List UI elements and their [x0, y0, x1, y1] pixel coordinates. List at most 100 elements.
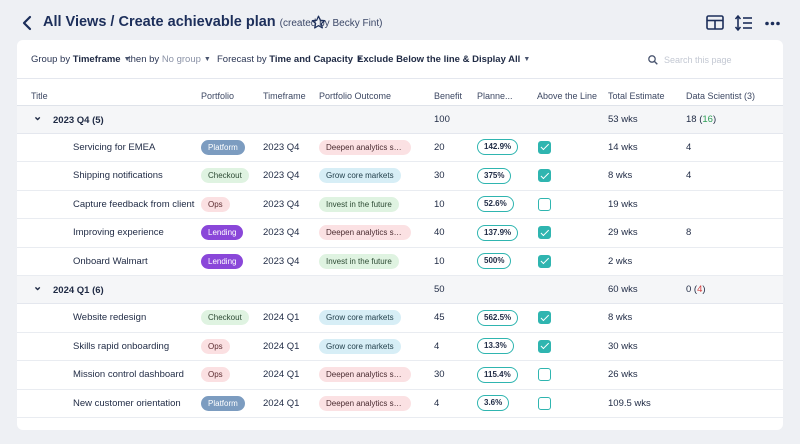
group-label: 2024 Q1 (6) [53, 285, 104, 296]
ds-paren-close: ) [712, 113, 717, 125]
col-benefit-header[interactable]: Benefit [434, 90, 463, 101]
group-by-prefix: Group by [31, 54, 71, 65]
table-row[interactable]: Onboard Walmart Lending 2023 Q4 Invest in t… [17, 247, 783, 276]
table-row[interactable]: Servicing for EMEA Platform 2023 Q4 Deepen … [17, 133, 783, 162]
group-by-dropdown[interactable]: Group by Timeframe ▼ [31, 54, 131, 65]
table-row[interactable]: Shipping notifications Checkout 2023 Q4 Gro… [17, 162, 783, 191]
portfolio-tag: Checkout [201, 310, 249, 326]
then-by-value: No group [161, 54, 201, 65]
row-title[interactable]: Improving experience [73, 227, 164, 239]
col-portfolio-header[interactable]: Portfolio [201, 90, 235, 101]
filter-bar: Group by Timeframe ▼ then by No group ▼ Fo… [17, 40, 783, 79]
table-row[interactable]: Skills rapid onboarding Ops 2024 Q1 Grow co… [17, 332, 783, 361]
empty-cell [201, 105, 263, 133]
outcome-cell: Grow core markets [319, 162, 434, 191]
chevron-down-icon[interactable]: ⌄ [33, 281, 43, 293]
group-title-cell: ⌄ 2024 Q1 (6) [17, 276, 201, 304]
col-data-scientist-header[interactable]: Data Scientist (3) [686, 90, 756, 101]
table-row[interactable]: Mission control dashboard Ops 2024 Q1 Deepe… [17, 361, 783, 390]
exclude-display-dropdown[interactable]: Exclude Below the line & Display All ▼ [357, 54, 530, 65]
estimate-cell: 30 wks [608, 340, 638, 352]
then-by-prefix: then by [128, 54, 160, 65]
data-scientist-cell [686, 190, 783, 219]
checkbox-unchecked[interactable] [538, 396, 551, 410]
row-title[interactable]: Shipping notifications [73, 170, 163, 182]
group-row[interactable]: ⌄ 2023 Q4 (5) 100 53 wks 18 (16) [17, 105, 783, 133]
portfolio-cell: Platform [201, 389, 263, 418]
group-row[interactable]: ⌄ 2024 Q1 (6) 50 60 wks 0 (4) [17, 275, 783, 304]
outcome-tag: Deepen analytics spa... [319, 139, 411, 155]
portfolio-cell: Lending [201, 219, 263, 248]
star-icon[interactable] [311, 15, 326, 30]
page-title: All Views / Create achievable plan (creat… [43, 14, 382, 30]
benefit-cell: 45 [434, 312, 445, 324]
more-icon[interactable] [765, 21, 780, 26]
col-above-the-line-header[interactable]: Above the Line [537, 90, 598, 101]
outcome-tag: Deepen analytics spa... [319, 367, 411, 383]
forecast-by-dropdown[interactable]: Forecast by Time and Capacity ▼ [217, 54, 363, 65]
outcome-tag: Invest in the future [319, 196, 399, 212]
above-line-cell [537, 389, 608, 418]
row-title[interactable]: Onboard Walmart [73, 255, 148, 267]
table-row[interactable]: Improving experience Lending 2023 Q4 Deepen… [17, 219, 783, 248]
portfolio-cell: Ops [201, 332, 263, 361]
row-title[interactable]: Website redesign [73, 312, 147, 324]
search-input[interactable] [664, 55, 774, 65]
planned-percent-badge: 142.9% [477, 139, 519, 156]
planned-percent-badge: 562.5% [477, 309, 519, 326]
outcome-tag: Deepen analytics spa... [319, 225, 411, 241]
portfolio-cell: Ops [201, 361, 263, 390]
above-line-cell [537, 219, 608, 248]
col-title-header[interactable]: Title [31, 90, 48, 101]
forecast-prefix: Forecast by [217, 54, 267, 65]
outcome-tag: Grow core markets [319, 168, 401, 184]
portfolio-tag: Lending [201, 253, 244, 269]
col-portfolio-outcome-header[interactable]: Portfolio Outcome [319, 90, 392, 101]
ds-total: 18 [686, 113, 697, 125]
estimate-cell: 19 wks [608, 198, 638, 210]
row-title[interactable]: Skills rapid onboarding [73, 340, 170, 352]
row-title[interactable]: New customer orientation [73, 397, 181, 409]
table-row[interactable]: New customer orientation Platform 2024 Q1 D… [17, 389, 783, 418]
checkbox-checked[interactable] [538, 226, 551, 240]
chevron-down-icon[interactable]: ⌄ [33, 110, 43, 123]
row-title[interactable]: Servicing for EMEA [73, 141, 156, 153]
data-scientist-cell [686, 332, 783, 361]
col-timeframe-header[interactable]: Timeframe [263, 90, 306, 101]
above-line-cell [537, 304, 608, 333]
col-planned-header[interactable]: Planne... [477, 90, 513, 101]
planned-percent-badge: 137.9% [477, 224, 519, 241]
planned-percent-badge: 115.4% [477, 366, 518, 383]
checkbox-checked[interactable] [538, 140, 551, 154]
portfolio-cell: Ops [201, 190, 263, 219]
benefit-cell: 4 [434, 340, 440, 352]
above-line-cell [537, 247, 608, 276]
row-title[interactable]: Mission control dashboard [73, 369, 184, 381]
table-row[interactable]: Website redesign Checkout 2024 Q1 Grow core… [17, 304, 783, 333]
checkbox-checked[interactable] [538, 169, 551, 183]
chevron-down-icon: ▼ [523, 56, 531, 63]
sort-icon[interactable] [735, 15, 753, 31]
table-row[interactable]: Capture feedback from client Ops 2023 Q4 In… [17, 190, 783, 219]
checkbox-checked[interactable] [538, 254, 551, 268]
checkbox-checked[interactable] [538, 339, 551, 353]
checkbox-unchecked[interactable] [538, 197, 551, 211]
col-total-estimate-header[interactable]: Total Estimate [608, 90, 665, 101]
empty-cell [537, 105, 608, 133]
planned-percent-badge: 500% [477, 253, 512, 270]
checkbox-checked[interactable] [538, 311, 551, 325]
planned-percent-badge: 52.6% [477, 196, 514, 213]
then-by-dropdown[interactable]: then by No group ▼ [128, 54, 211, 65]
group-benefit: 50 [434, 284, 445, 295]
estimate-cell: 29 wks [608, 227, 638, 239]
outcome-tag: Invest in the future [319, 253, 399, 269]
checkbox-unchecked[interactable] [538, 368, 551, 382]
ds-available-negative: 4 [697, 284, 703, 295]
layout-icon[interactable] [706, 15, 724, 30]
estimate-cell: 8 wks [608, 312, 633, 324]
empty-cell [319, 105, 434, 133]
group-data-scientist: 18 (16) [686, 105, 783, 133]
back-arrow-icon[interactable] [20, 14, 36, 32]
chevron-down-icon: ▼ [203, 56, 211, 63]
row-title[interactable]: Capture feedback from client [73, 198, 195, 210]
